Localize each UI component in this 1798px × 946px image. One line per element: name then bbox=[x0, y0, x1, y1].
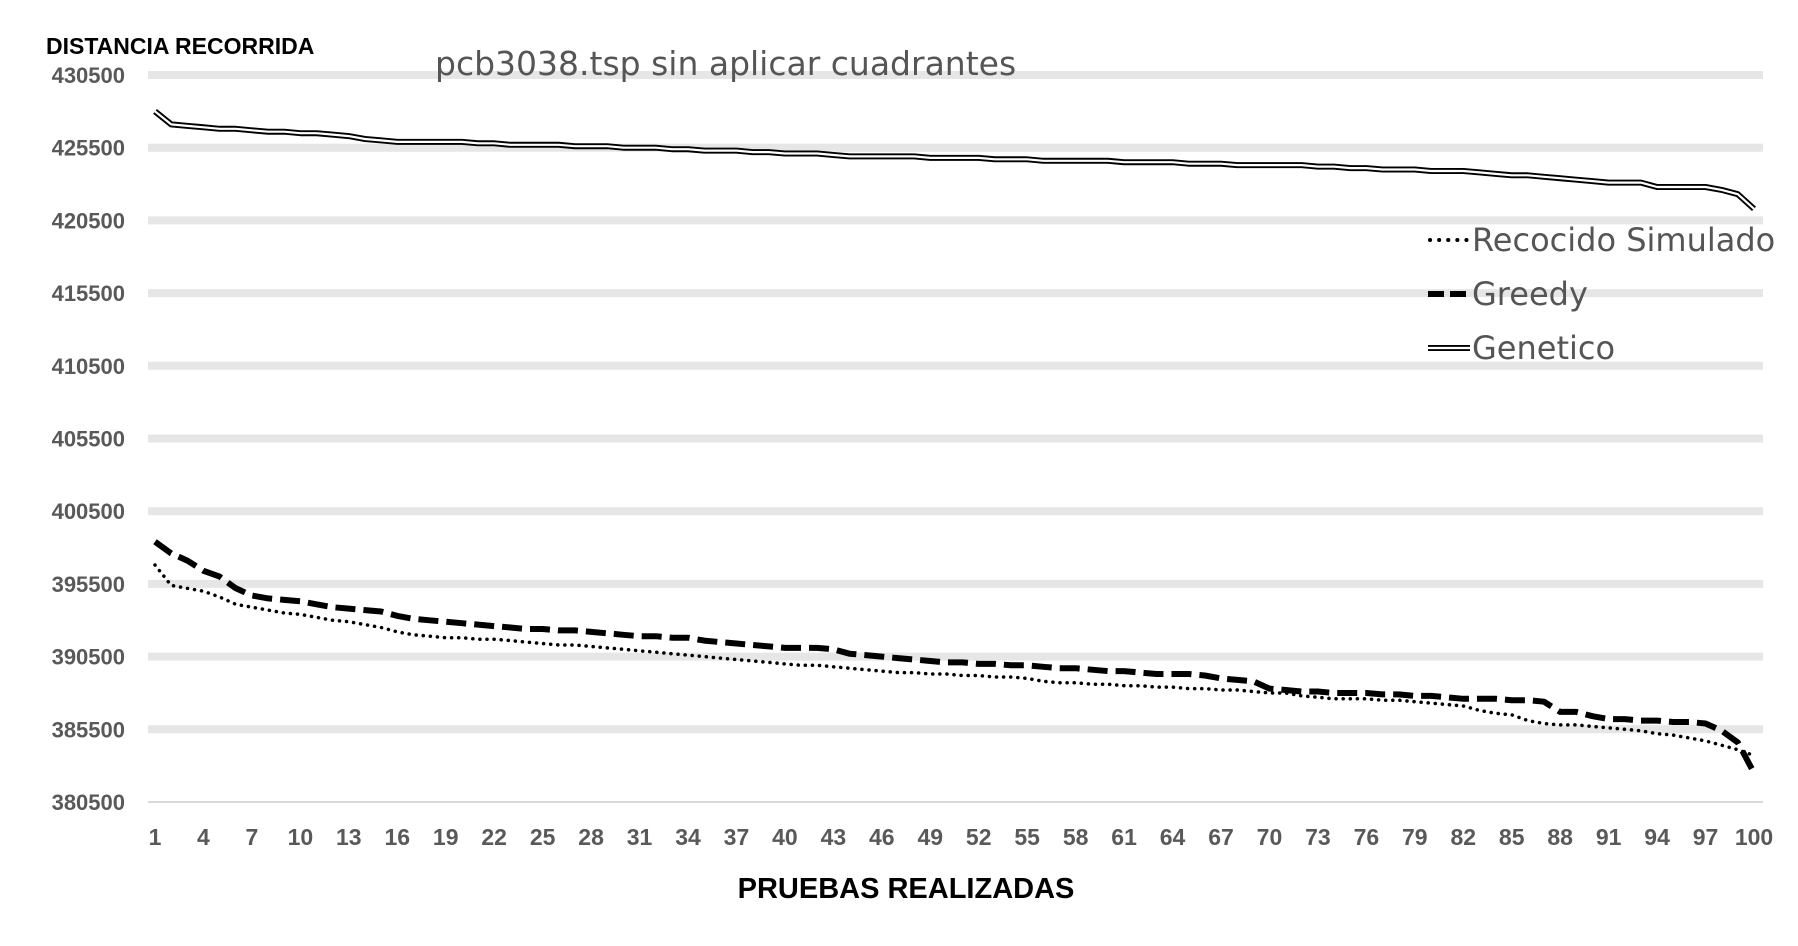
y-tick-label: 405500 bbox=[52, 427, 125, 452]
y-tick-label: 420500 bbox=[52, 208, 125, 233]
x-tick-label: 88 bbox=[1547, 824, 1573, 850]
y-tick-label: 410500 bbox=[52, 354, 125, 379]
x-axis-label: PRUEBAS REALIZADAS bbox=[738, 873, 1075, 905]
series-line-genetico bbox=[153, 109, 1757, 212]
x-tick-label: 61 bbox=[1111, 824, 1137, 850]
x-tick-label: 31 bbox=[627, 824, 653, 850]
legend-label-recocido-simulado: Recocido Simulado bbox=[1472, 221, 1775, 259]
y-tick-label: 430500 bbox=[52, 63, 125, 88]
x-tick-label: 1 bbox=[149, 824, 162, 850]
legend: Recocido Simulado Greedy Genetico bbox=[1428, 221, 1775, 367]
x-tick-label: 10 bbox=[288, 824, 314, 850]
y-axis-label: DISTANCIA RECORRIDA bbox=[46, 33, 314, 59]
x-tick-label: 70 bbox=[1257, 824, 1283, 850]
x-tick-label: 79 bbox=[1402, 824, 1428, 850]
y-tick-label: 395500 bbox=[52, 572, 125, 597]
x-tick-label: 94 bbox=[1644, 824, 1670, 850]
x-tick-label: 76 bbox=[1354, 824, 1380, 850]
x-tick-label: 73 bbox=[1305, 824, 1331, 850]
x-tick-label: 43 bbox=[821, 824, 847, 850]
x-tick-label: 19 bbox=[433, 824, 459, 850]
x-tick-label: 40 bbox=[772, 824, 798, 850]
x-tick-label: 52 bbox=[966, 824, 992, 850]
x-tick-label: 55 bbox=[1014, 824, 1040, 850]
x-tick-label: 13 bbox=[336, 824, 362, 850]
legend-label-greedy: Greedy bbox=[1472, 275, 1588, 313]
legend-label-genetico: Genetico bbox=[1472, 329, 1615, 367]
chart-title: pcb3038.tsp sin aplicar cuadrantes bbox=[435, 44, 1016, 83]
y-tick-label: 385500 bbox=[52, 717, 125, 742]
y-tick-label: 390500 bbox=[52, 645, 125, 670]
x-tick-label: 37 bbox=[724, 824, 750, 850]
x-tick-label: 49 bbox=[917, 824, 943, 850]
x-tick-label: 4 bbox=[197, 824, 210, 850]
x-tick-label: 28 bbox=[578, 824, 604, 850]
x-tick-label: 34 bbox=[675, 824, 701, 850]
x-tick-label: 82 bbox=[1450, 824, 1476, 850]
y-tick-label: 425500 bbox=[52, 136, 125, 161]
x-tick-label: 46 bbox=[869, 824, 895, 850]
x-axis-ticks: 1 4 7 10 13 16 19 22 25 28 31 34 37 40 43 46 49 52 55 58 61 6… bbox=[149, 824, 1774, 850]
y-tick-label: 415500 bbox=[52, 281, 125, 306]
x-tick-label: 7 bbox=[246, 824, 259, 850]
series-lines bbox=[153, 109, 1757, 775]
x-tick-label: 16 bbox=[384, 824, 410, 850]
x-tick-label: 58 bbox=[1063, 824, 1089, 850]
x-tick-label: 25 bbox=[530, 824, 556, 850]
x-tick-label: 22 bbox=[481, 824, 507, 850]
series-line-genetico-inner bbox=[154, 110, 1755, 210]
x-tick-label: 85 bbox=[1499, 824, 1525, 850]
y-tick-label: 380500 bbox=[52, 790, 125, 815]
y-tick-label: 400500 bbox=[52, 499, 125, 524]
grid-lines bbox=[148, 71, 1763, 803]
y-axis-ticks: 380500 385500 390500 395500 400500 405500 4105… bbox=[52, 63, 125, 815]
series-line-recocido-simulado bbox=[153, 563, 1756, 758]
x-tick-label: 91 bbox=[1596, 824, 1622, 850]
x-tick-label: 64 bbox=[1160, 824, 1186, 850]
series-line-greedy bbox=[153, 539, 1757, 775]
x-tick-label: 67 bbox=[1208, 824, 1234, 850]
x-tick-label: 100 bbox=[1735, 824, 1773, 850]
x-tick-label: 97 bbox=[1693, 824, 1719, 850]
